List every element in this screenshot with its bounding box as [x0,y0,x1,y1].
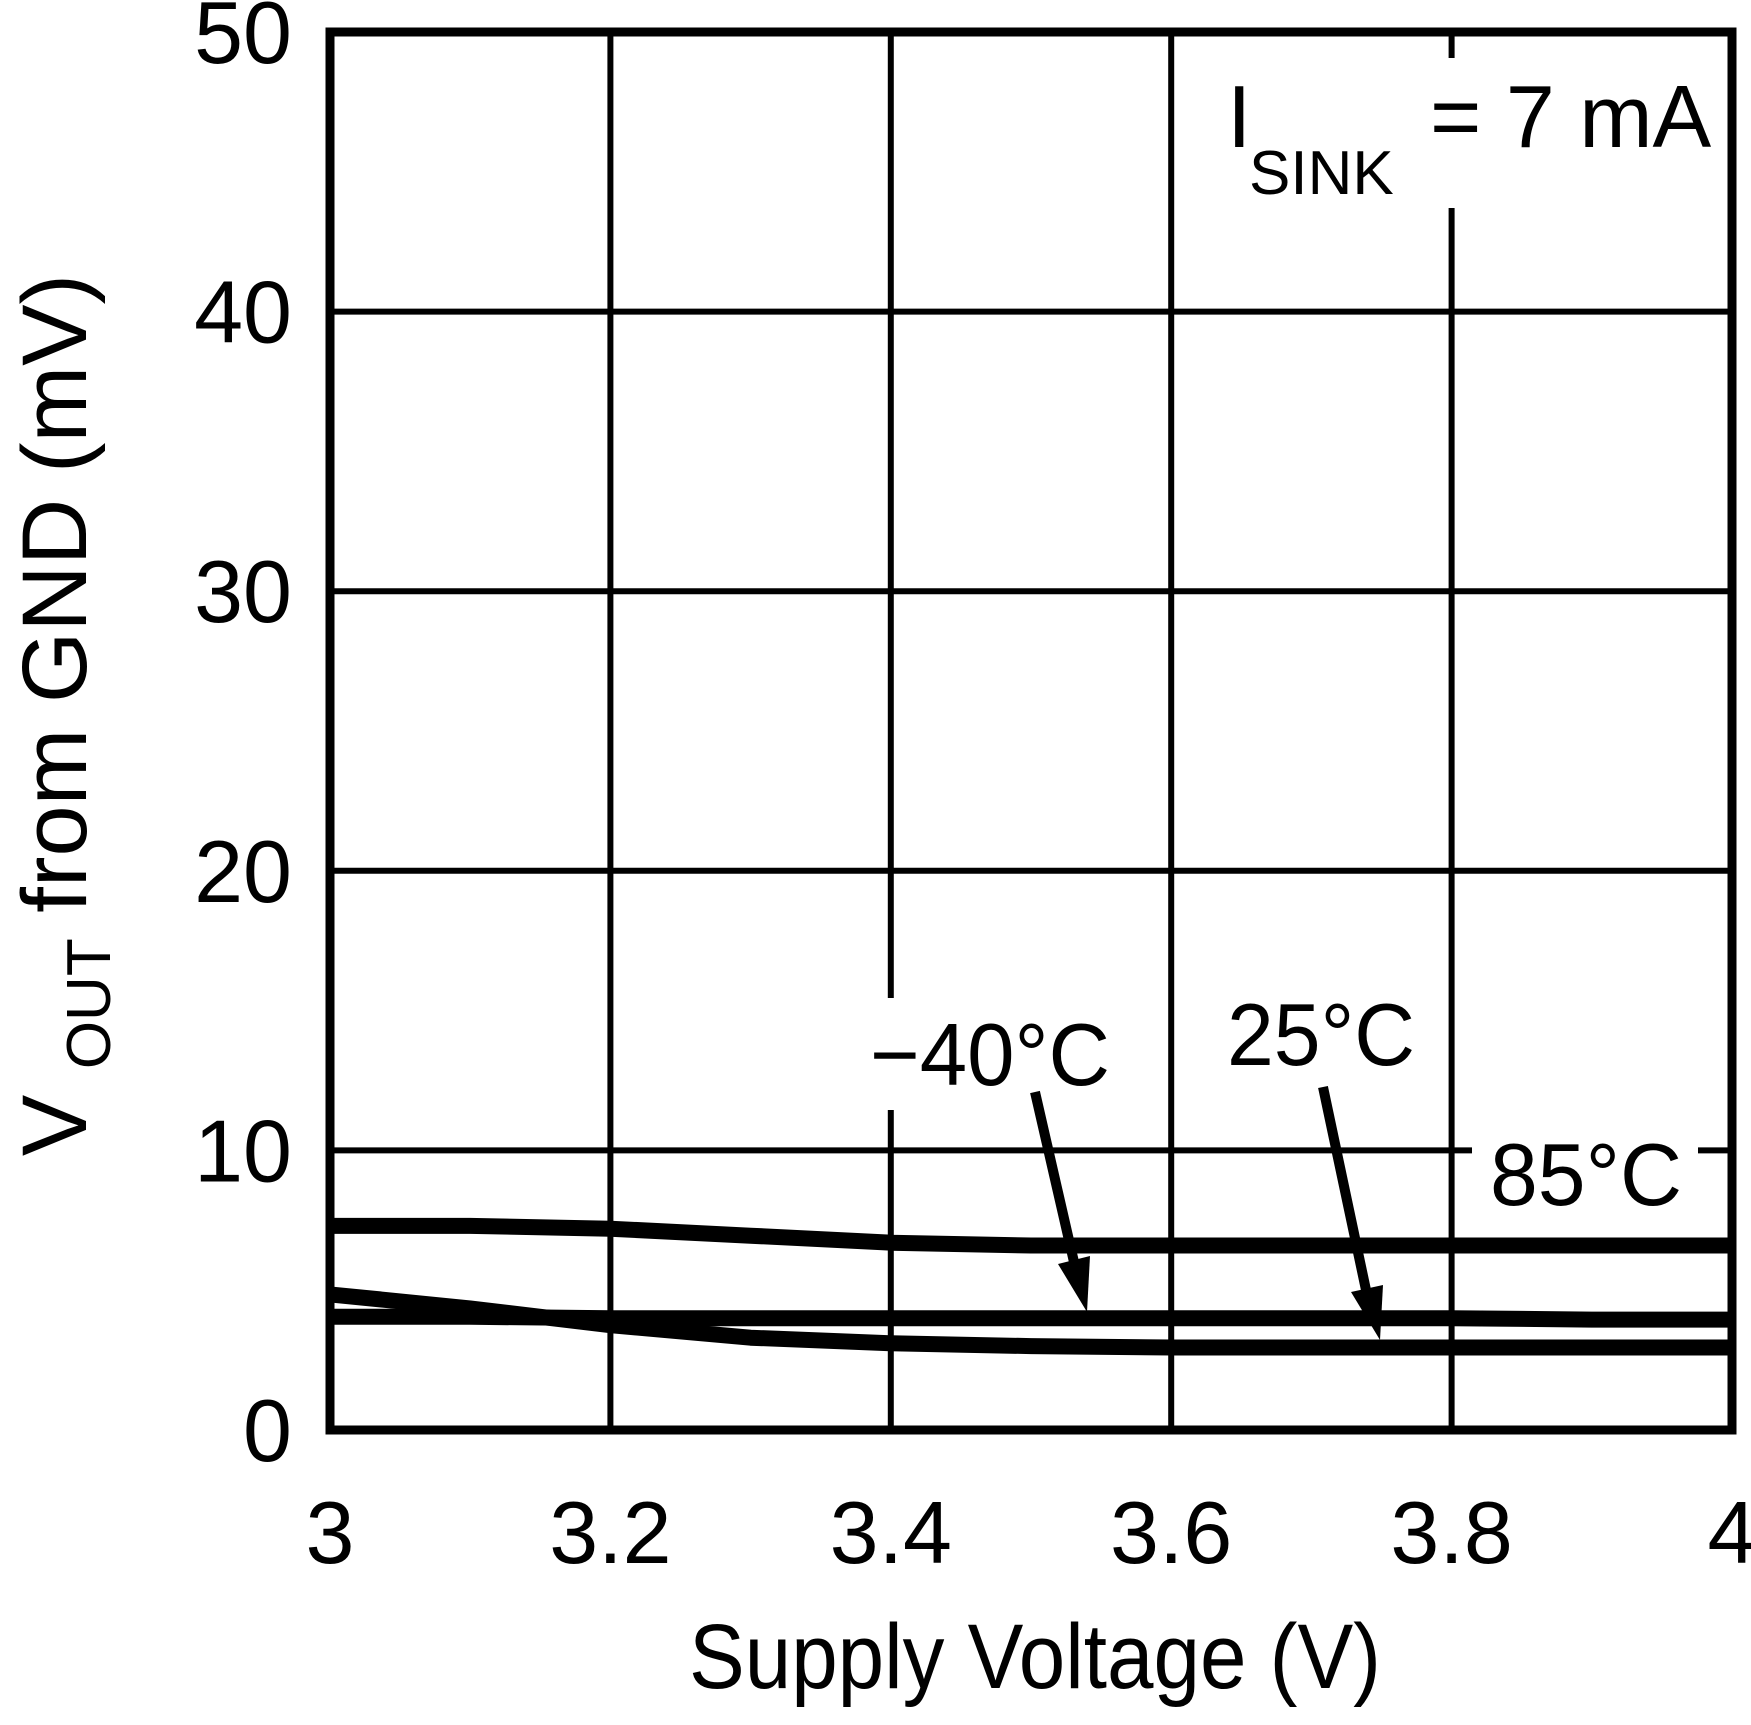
minus40-label-mask [852,998,1124,1110]
y-tick-label: 20 [194,822,292,921]
y-tick-labels: 0 10 20 30 40 50 [194,0,292,1480]
y-title-units: from GND (mV) [4,274,106,913]
curve-label-minus40: −40°C [870,1005,1110,1104]
isink-annotation: I SINK = 7 mA [1227,67,1712,208]
x-tick-label: 3.2 [549,1483,671,1582]
minus40-arrow-line [1030,1090,1079,1264]
isink-symbol: I [1227,67,1251,166]
label-masks [852,58,1712,1228]
minus40-arrow-head [1058,1256,1090,1312]
y-title-subscript: OUT [55,938,124,1069]
x-tick-label: 4 [1708,1483,1751,1582]
y-tick-label: 30 [194,542,292,641]
plus25-arrow-head [1351,1285,1383,1340]
x-tick-label: 3.4 [830,1483,952,1582]
x-axis-title: Supply Voltage (V) [689,1606,1381,1708]
y-axis-title: V OUT from GND (mV) [4,274,130,1156]
isink-label-mask [1212,58,1712,208]
curve-85C [330,1217,1732,1254]
callout-arrows [1030,1085,1383,1340]
y-tick-label: 10 [194,1101,292,1200]
plus85-label-mask [1472,1120,1698,1228]
curve-label-plus25: 25°C [1227,985,1415,1084]
y-tick-label: 50 [194,0,292,82]
y-tick-label: 0 [243,1381,292,1480]
curve-label-plus85: 85°C [1490,1125,1682,1224]
plus25-label-mask [1210,982,1432,1088]
plus25-arrow-line [1318,1085,1371,1292]
x-tick-labels: 3 3.2 3.4 3.6 3.8 4 [306,1483,1751,1582]
y-title-symbol: V [4,1095,106,1156]
isink-subscript: SINK [1249,139,1394,208]
y-tick-label: 40 [194,263,292,362]
plot-border [325,27,1737,1435]
temperature-curves [329,1217,1732,1356]
x-tick-label: 3.8 [1390,1483,1512,1582]
grid-lines [330,32,1732,1430]
isink-value: = 7 mA [1430,67,1712,166]
x-tick-label: 3.6 [1110,1483,1232,1582]
x-tick-label: 3 [306,1483,355,1582]
curve-25C [329,1286,1732,1356]
